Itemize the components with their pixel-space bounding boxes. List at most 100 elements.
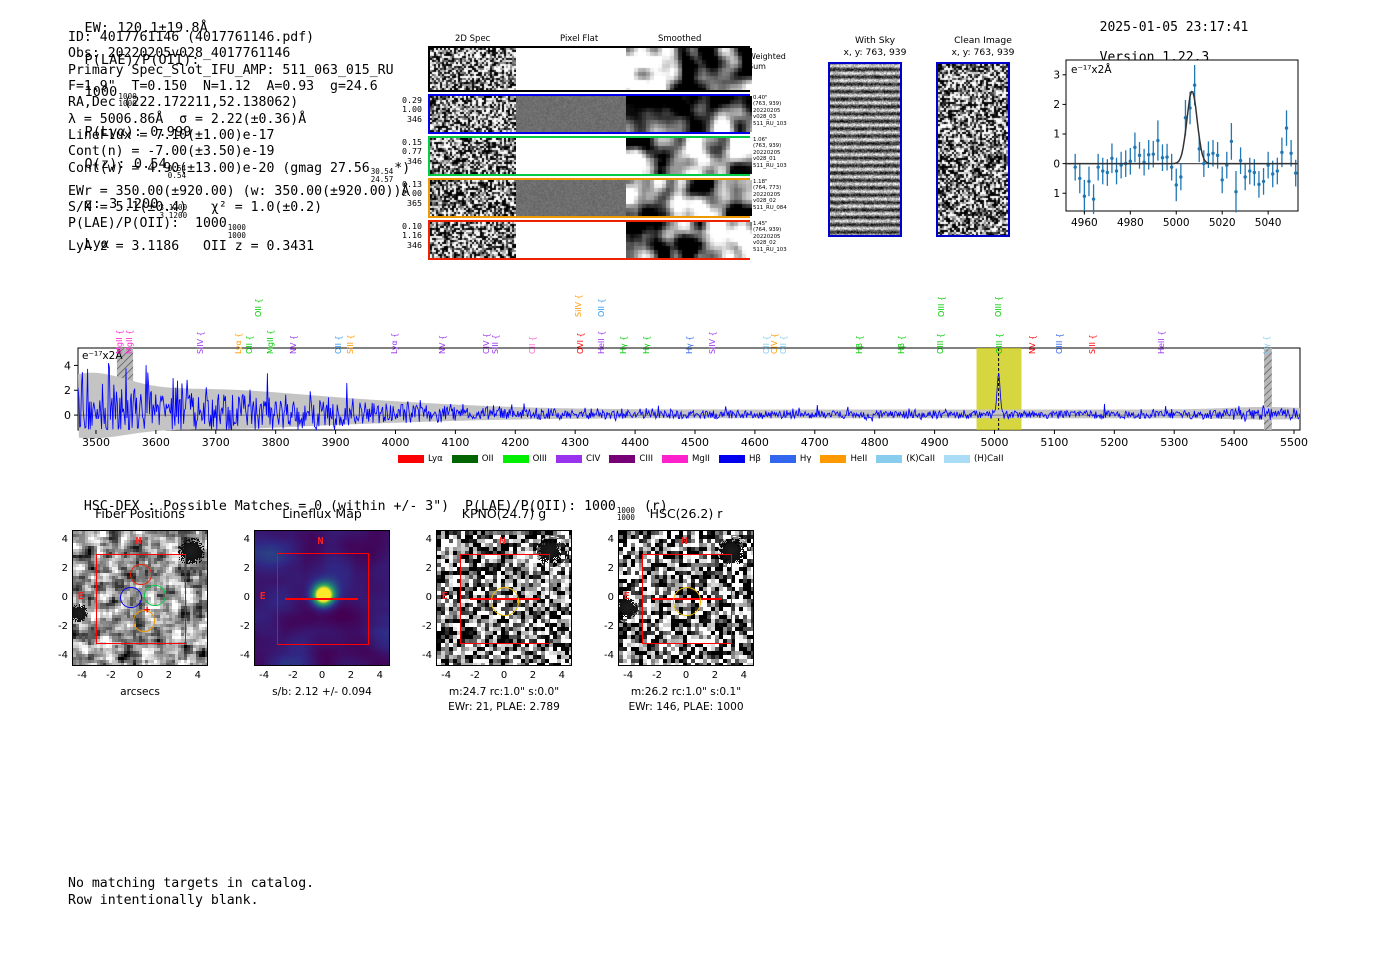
image-panel-3-ytick-2: 0	[607, 592, 614, 603]
image-panel-1-xtick-2: 0	[318, 670, 326, 681]
header-line-id: Lyα	[84, 235, 110, 252]
image-panel-3-ytick-3: -2	[604, 620, 614, 632]
legend-label-5: MgII	[692, 454, 710, 464]
image-panel-3-title: HSC(26.2) r	[649, 506, 723, 521]
spec2d-row-2	[428, 136, 752, 176]
image-panel-1-compass-e: E	[259, 590, 266, 602]
svg-text:4600: 4600	[741, 436, 769, 449]
legend-swatch-6	[718, 455, 745, 463]
image-panel-1-ytick-4: -4	[240, 649, 250, 661]
hsc-plae-hi: 1000	[616, 505, 635, 515]
header-summary-line: EW: 120.1±19.8Å P(LAE)/P(OII): 1000 1000 1…	[68, 4, 208, 252]
image-panel-0-ytick-3: -2	[58, 620, 68, 632]
spec2d-col-title-smoothed: Smoothed	[658, 34, 702, 44]
spec2d-strip-flat	[516, 138, 626, 174]
header-redshift: z: 3.1200	[84, 195, 159, 212]
image-panel-0-ytick-4: -4	[58, 649, 68, 661]
spec2d-row-2-meta-2: 20220205	[753, 149, 781, 156]
legend-item-hβ: Hβ	[718, 454, 761, 464]
image-panel-2-field-box	[460, 554, 550, 644]
legend-label-8: HeII	[850, 454, 868, 464]
spec2d-strip-raw	[430, 138, 516, 174]
svg-text:5200: 5200	[1100, 436, 1128, 449]
info-seeing: F=1.9" T=0.150 N=1.12 A=0.93 g=24.6	[68, 79, 378, 95]
image-panel-1-caption-1: s/b: 2.12 +/- 0.094	[272, 686, 372, 698]
image-panel-0-xtick-4: 4	[194, 670, 202, 681]
cutout-0-pixels	[830, 64, 900, 235]
svg-text:3900: 3900	[322, 436, 350, 449]
image-panel-2-ytick-3: -2	[422, 620, 432, 632]
spec2d-row-1-stat-0: 0.29	[402, 95, 422, 105]
info-lineflux: LineFlux = 7.10(±1.00)e-17	[68, 128, 275, 144]
spec2d-row-3-meta: 1.18" (764, 773) 20220205 v028_02 511_RU_084	[753, 179, 813, 211]
spec2d-row-2-stat-0: 0.15	[402, 137, 422, 147]
image-panel-0-image[interactable]: + N E	[72, 530, 208, 666]
spec2d-row-3-stat-0: 0.13	[402, 179, 422, 189]
image-panel-1-pixels	[255, 531, 389, 665]
spec2d-strip-flat	[516, 222, 626, 258]
image-panel-2-ytick-1: 2	[425, 563, 432, 575]
spec2d-row-3-stat-1: 2.00	[402, 188, 422, 199]
cutout-0-title: With Sky	[854, 35, 896, 46]
legend-swatch-9	[876, 455, 903, 463]
info-redshifts: LyA z = 3.1186 OII z = 0.3431	[68, 239, 315, 255]
spec2d-row-4-left-stats: 0.10 1.16 346	[386, 221, 422, 250]
hsc-dex-suffix: (r)	[643, 499, 668, 514]
image-panel-3-ytick-1: 2	[607, 563, 614, 575]
full-spectrum-svg: 3500 3600 3700 3800 3900 4000 4100 4200 4300 4400…	[64, 347, 1308, 449]
spec2d-row-1-meta-0: 0.40"	[753, 95, 768, 101]
info-id: ID: 4017761146 (4017761146.pdf)	[68, 30, 315, 45]
image-panel-2-compass-n: N	[499, 536, 506, 548]
svg-text:2: 2	[1053, 99, 1060, 111]
cutout-1-pixels	[938, 64, 1008, 235]
svg-text:5000: 5000	[981, 436, 1009, 449]
spec2d-strip-flat	[516, 48, 626, 90]
legend-item-hcaii: (H)CaII	[943, 454, 1004, 464]
info-cont-w-lo: 24.57	[370, 175, 394, 185]
image-panel-1-ytick-0: 4	[243, 534, 250, 546]
image-panel-2-xtick-4: 4	[558, 670, 566, 681]
spec2d-row-1-meta-3: v028_03	[753, 114, 777, 121]
spec2d-row-3-stat-2: 365	[407, 197, 422, 208]
cutout-1-coords: x, y: 763, 939	[951, 47, 1015, 58]
image-panel-0-ytick-2: 0	[61, 592, 68, 603]
image-panel-2-title: KPNO(24.7) g	[461, 506, 547, 521]
svg-text:4300: 4300	[561, 436, 589, 449]
image-panel-1-field-box	[277, 553, 369, 645]
spec2d-row-2-meta-3: v028_01	[753, 156, 777, 163]
svg-text:5400: 5400	[1220, 436, 1248, 449]
svg-text:0: 0	[1053, 158, 1060, 170]
image-panel-row: Fiber Positions + N E -4 -2 0 2 4 4 2 0 -2 -4 arcsecs L…	[58, 506, 754, 713]
spec2d-row-4-meta-3: v028_02	[753, 240, 777, 247]
spec2d-row-1-meta-4: 511_RU_103	[753, 120, 787, 127]
image-panel-0-ytick-1: 2	[61, 563, 68, 575]
image-panel-2-xtick-3: 2	[529, 670, 537, 681]
spec2d-col-title-pixelflat: Pixel Flat	[560, 34, 599, 44]
spec2d-col-title-2dspec: 2D Spec	[455, 34, 491, 44]
svg-text:4000: 4000	[381, 436, 409, 449]
info-sn-chi2: S/N = 5.1(±0.4) χ² = 1.0(±0.2)	[68, 200, 323, 215]
svg-text:5100: 5100	[1040, 436, 1068, 449]
footer-line-1: No matching targets in catalog.	[68, 876, 315, 891]
spec2d-weighted-sum-label: Weighted Sum	[748, 52, 786, 71]
legend-label-3: CIV	[585, 454, 601, 464]
spec2d-row-2-meta-4: 511_RU_103	[753, 162, 787, 169]
spec2d-row-4-meta-1: (764, 939)	[753, 227, 782, 234]
spec2d-strip-flat	[516, 180, 626, 216]
emission-line-svg: 4960 4980 5000 5020 5040 1 0 1 2 3 e⁻¹⁷x2Å	[1053, 59, 1299, 229]
image-panel-2-compass-e: E	[441, 590, 448, 602]
image-panel-0-xlabel: arcsecs	[120, 686, 160, 698]
legend-label-4: CIII	[639, 454, 653, 464]
header-qz: Q(z): 0.54	[84, 155, 167, 172]
svg-text:3600: 3600	[142, 436, 170, 449]
header-qz-lo: 0.54	[167, 171, 187, 181]
spec2d-row-2-meta-1: (763, 939)	[753, 143, 782, 150]
legend-label-9: (K)CaII	[906, 454, 935, 464]
header-plae-label: P(LAE)/P(OII):	[84, 52, 200, 68]
spec2d-row-3-meta-2: 20220205	[753, 191, 781, 198]
header-plae-value: 1000	[84, 84, 118, 100]
legend-swatch-0	[398, 455, 424, 463]
